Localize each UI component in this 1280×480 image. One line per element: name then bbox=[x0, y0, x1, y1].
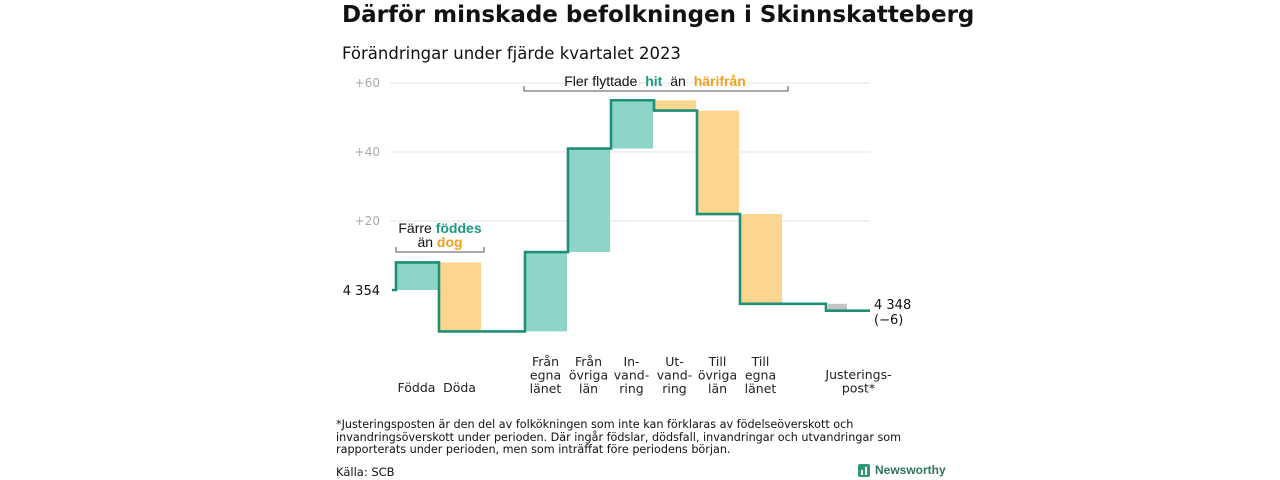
grid-layer: +60 +40 +20 bbox=[355, 76, 870, 228]
category-label: vand- bbox=[657, 368, 692, 383]
category-label: In- bbox=[623, 354, 639, 369]
line-layer bbox=[392, 98, 870, 333]
annotation-migration-highlight-hit: hit bbox=[645, 73, 662, 89]
end-change-label: (−6) bbox=[874, 313, 903, 328]
brand-name: Newsworthy bbox=[875, 463, 946, 477]
annotation-migration-prefix: Fler flyttade bbox=[564, 73, 637, 89]
category-label: Födda bbox=[398, 380, 436, 395]
annotation-migration: Fler flyttade hit än härifrån bbox=[523, 73, 789, 92]
category-label: ring bbox=[662, 381, 686, 396]
svg-text:Färre föddes: Färre föddes bbox=[398, 220, 481, 236]
cumulative-step-line bbox=[392, 98, 870, 333]
waterfall-bar bbox=[526, 252, 567, 332]
svg-text:Fler flyttade hit: Fler flyttade hit än härifrån bbox=[564, 73, 746, 89]
annotation-births-mid: än bbox=[417, 234, 433, 250]
category-label: Till bbox=[708, 354, 727, 369]
annotation-migration-highlight-harifran: härifrån bbox=[694, 73, 746, 89]
category-label: Justerings- bbox=[824, 367, 891, 382]
category-label: vand- bbox=[614, 368, 649, 383]
annotation-migration-bracket bbox=[523, 86, 789, 92]
waterfall-chart: +60+40+20 Födda DödaFrånegnalänetFrånövri… bbox=[343, 73, 911, 396]
footnote: *Justeringsposten är den del av folkökni… bbox=[336, 418, 902, 457]
annotation-migration-mid: än bbox=[670, 73, 686, 89]
annotation-births-highlight-doda: dog bbox=[437, 234, 463, 250]
category-label: Till bbox=[751, 354, 770, 369]
waterfall-bar bbox=[698, 110, 739, 215]
waterfall-bar bbox=[397, 262, 438, 290]
waterfall-bar bbox=[612, 100, 653, 149]
category-label: länet bbox=[530, 381, 562, 396]
category-label: övriga bbox=[698, 368, 737, 383]
annotation-births: Färre föddes än dog bbox=[395, 220, 485, 253]
category-label: ring bbox=[619, 381, 643, 396]
category-label: Från bbox=[532, 354, 559, 369]
bar-chart-icon bbox=[858, 463, 870, 477]
start-value-label: 4 354 bbox=[343, 284, 380, 299]
brand-logo: Newsworthy bbox=[858, 463, 946, 477]
category-label: egna bbox=[530, 368, 561, 383]
waterfall-bar bbox=[569, 148, 610, 253]
waterfall-bar bbox=[440, 262, 481, 332]
y-tick-label: +60 bbox=[355, 76, 380, 90]
chart-title: Därför minskade befolkningen i Skinnskat… bbox=[342, 2, 975, 28]
annotation-births-prefix: Färre bbox=[398, 220, 432, 236]
annotation-births-highlight-fodda: föddes bbox=[436, 220, 482, 236]
waterfall-bar bbox=[741, 214, 782, 304]
category-label: län bbox=[708, 381, 727, 396]
category-label: post* bbox=[842, 381, 875, 396]
waterfall-bar bbox=[828, 303, 847, 311]
waterfall-bar bbox=[655, 100, 696, 111]
end-value-label: 4 348 bbox=[874, 298, 911, 313]
category-label: övriga bbox=[569, 368, 608, 383]
y-tick-label: +20 bbox=[355, 214, 380, 228]
category-label: egna bbox=[745, 368, 776, 383]
category-label: Ut- bbox=[665, 354, 684, 369]
y-tick-label: +40 bbox=[355, 145, 380, 159]
category-label: Från bbox=[575, 354, 602, 369]
svg-text:än dog: än dog bbox=[417, 234, 462, 250]
category-label: länet bbox=[745, 381, 777, 396]
category-label: Döda bbox=[443, 380, 476, 395]
category-label: län bbox=[579, 381, 598, 396]
annotation-births-bracket bbox=[395, 247, 485, 253]
bar-layer: Födda DödaFrånegnalänetFrånövrigalänIn-va… bbox=[397, 100, 892, 396]
source-label: Källa: SCB bbox=[336, 465, 395, 479]
chart-subtitle: Förändringar under fjärde kvartalet 2023 bbox=[342, 44, 681, 63]
